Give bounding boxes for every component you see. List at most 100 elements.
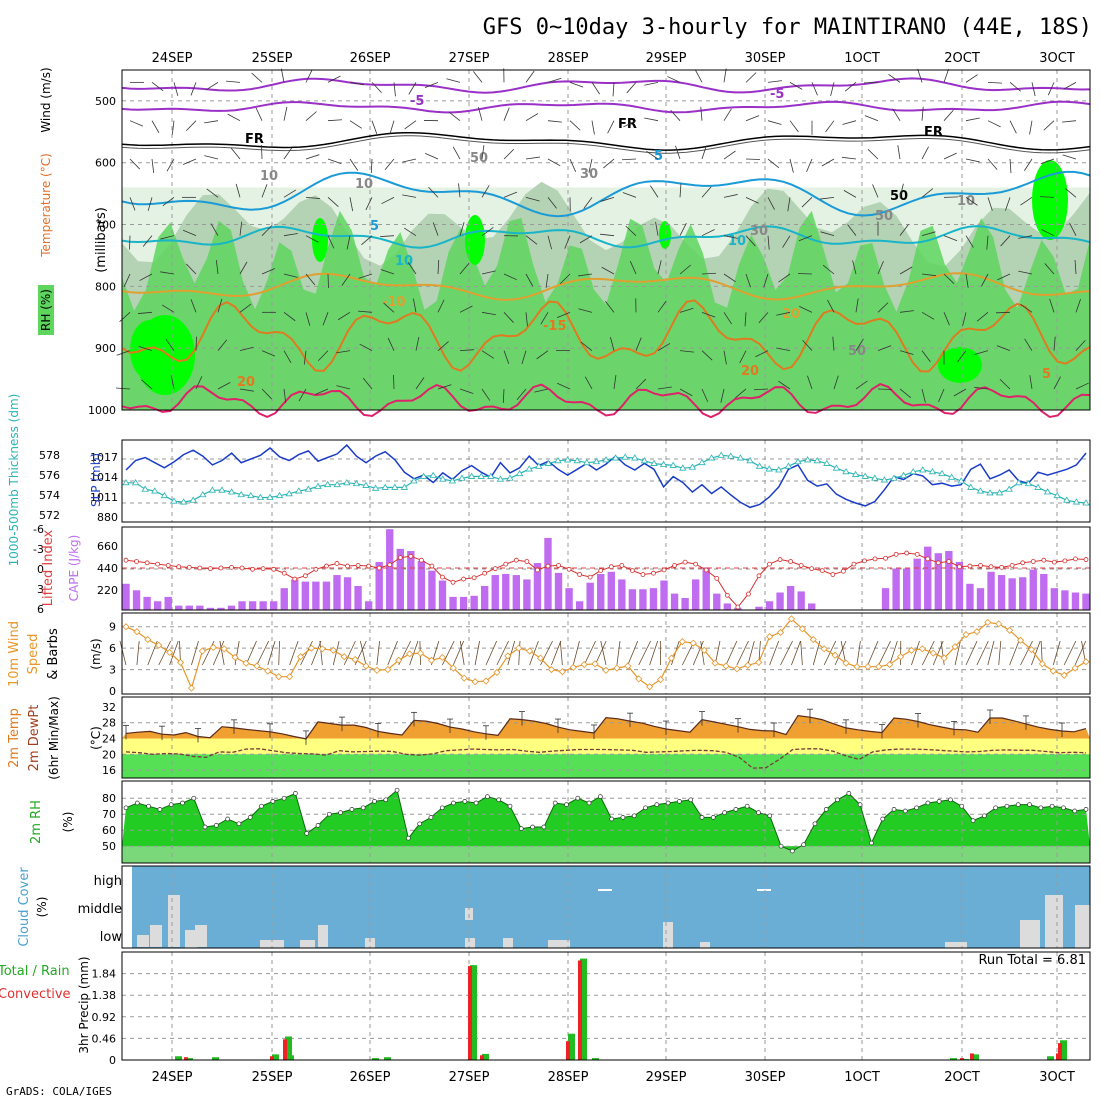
cape-bar — [902, 568, 911, 610]
wind-barb — [116, 350, 131, 356]
wind-barb — [986, 235, 989, 250]
wind-barb — [957, 350, 967, 363]
lifted-index-point — [682, 559, 688, 565]
cape-bar — [670, 593, 679, 610]
wind-speed-point — [536, 654, 545, 662]
wind-barb — [877, 345, 892, 352]
contour-label: 30 — [750, 224, 768, 239]
wind-barb — [349, 197, 354, 212]
thickness-tick: 576 — [39, 469, 60, 482]
wind-barb — [679, 350, 694, 353]
wind-barb — [609, 337, 615, 351]
cloud-patch — [700, 942, 710, 948]
wind-barb — [1040, 158, 1055, 165]
run-total-label: Run Total = 6.81 — [978, 953, 1086, 968]
lifted-index-point — [883, 555, 888, 561]
wind-barb — [161, 304, 175, 313]
thickness-point — [333, 480, 341, 488]
wind-barb — [283, 147, 293, 160]
wind-barb — [415, 336, 420, 351]
wind-speed-point — [438, 653, 446, 661]
wind-barb — [847, 224, 857, 236]
wind-barb — [1031, 82, 1036, 97]
wind-barb — [1018, 235, 1033, 239]
wind-barb — [547, 235, 553, 250]
contour-label: 10 — [260, 169, 278, 184]
rh-point — [1004, 803, 1010, 809]
rh-point — [1038, 805, 1044, 811]
cloud-panel: high middle low Cloud Cover (%) — [17, 865, 1091, 949]
wind-speed-point — [613, 664, 621, 672]
contour-label: 5 — [654, 149, 663, 164]
wind-barb — [962, 312, 967, 327]
cape-panel: -6 -3 0 3 6 660 440 220 Lifted Index CAPE (J/kg) — [33, 523, 1091, 616]
contour-label: 10 — [728, 234, 746, 249]
wind-barb — [458, 183, 461, 198]
cape-bar — [1019, 577, 1027, 610]
pressure-tick: 600 — [95, 157, 116, 170]
cape-bar — [354, 585, 362, 610]
wind-barb-10m — [559, 640, 563, 666]
thickness-tick: 572 — [39, 509, 60, 522]
wind-barb — [1075, 382, 1089, 390]
wind-barb — [1039, 196, 1055, 198]
thickness-point — [515, 469, 524, 477]
wind-barb — [283, 106, 288, 121]
wind-barb-10m — [616, 640, 621, 666]
wind-speed-point — [1027, 646, 1036, 654]
wind-barb — [578, 273, 593, 277]
wind-barb — [842, 156, 857, 160]
precip-unit-label: 3hr Precip (mm) — [77, 956, 91, 1053]
lifted-index-point — [1051, 559, 1057, 565]
wind-barb — [185, 120, 197, 132]
wind-barb — [322, 312, 329, 326]
thickness-point — [1053, 491, 1061, 499]
wind-barb — [872, 184, 879, 198]
lifted-index-tick: -3 — [33, 543, 44, 556]
wind-barb — [556, 311, 571, 318]
cape-bar — [375, 561, 383, 610]
wind-barb-10m — [867, 640, 879, 666]
wind-speed-point — [504, 652, 512, 660]
rh-point — [699, 815, 705, 820]
cape-bar — [713, 593, 721, 610]
lifted-index-point — [967, 563, 973, 569]
wind-barb — [381, 196, 395, 205]
wind-barb — [446, 78, 461, 83]
cape-bar — [1040, 573, 1048, 610]
rh-point — [869, 840, 874, 846]
rh-point — [790, 848, 795, 854]
rh-point — [835, 797, 840, 803]
wind-barb — [473, 71, 483, 83]
wind-barb — [346, 235, 351, 250]
wind-barb-10m — [289, 640, 299, 666]
wind-speed-point — [918, 645, 926, 653]
wind-speed-point — [198, 647, 206, 655]
cape-bar — [987, 571, 995, 610]
wind-barb — [261, 184, 268, 198]
rh-point — [304, 831, 310, 836]
cape-bar — [449, 596, 457, 610]
lifted-index-point — [904, 550, 910, 556]
precip-convective-bar — [468, 966, 472, 1060]
precip-tick: 1.38 — [92, 989, 117, 1002]
lifted-index-point — [471, 575, 477, 581]
cloud-patch — [150, 925, 162, 947]
lifted-index-point — [229, 564, 234, 570]
lifted-index-point — [788, 559, 794, 564]
rh-area — [122, 790, 1090, 851]
wind-barb — [821, 158, 835, 167]
cape-bar — [618, 579, 626, 610]
wind-barb — [1029, 375, 1033, 390]
cloud-level-label: middle — [78, 902, 122, 917]
lifted-index-point — [461, 576, 466, 582]
slp-tick: 880 — [97, 511, 118, 524]
wind-barb — [629, 261, 637, 275]
thickness-point — [199, 490, 207, 498]
precip-convective-label: Convective — [0, 987, 71, 1002]
contour-label: FR — [924, 125, 943, 140]
wind-barb — [380, 269, 395, 275]
temp-tick: 32 — [102, 701, 116, 714]
wind-barb — [336, 385, 351, 390]
thickness-point — [256, 493, 265, 500]
